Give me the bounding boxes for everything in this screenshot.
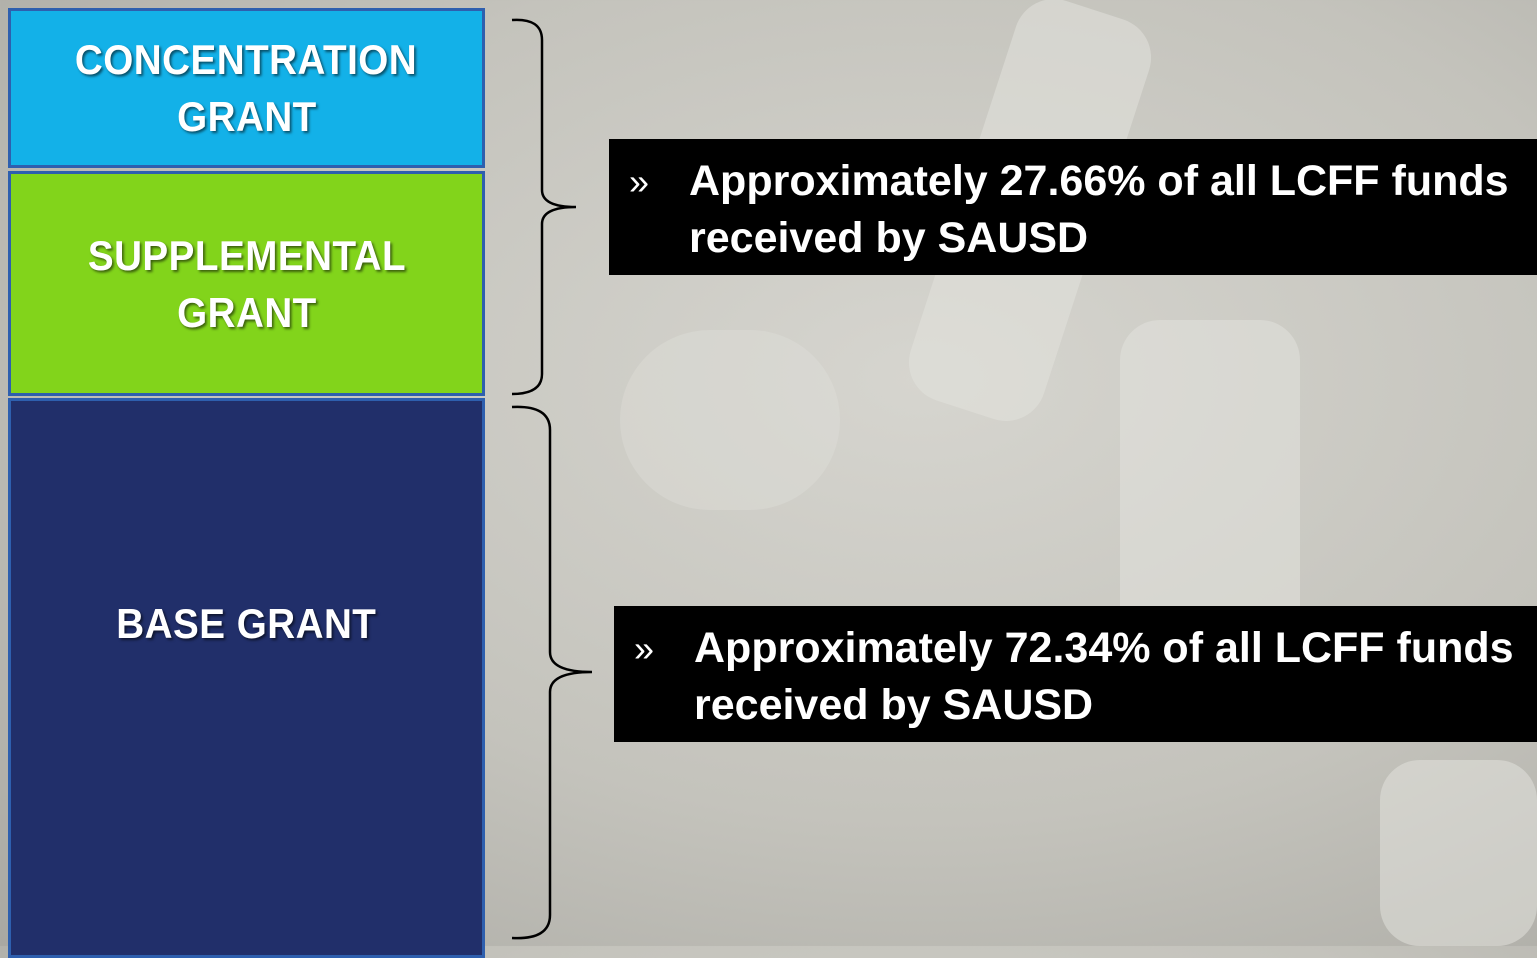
callout-text: Approximately 27.66% of all LCFF funds r… [689, 153, 1509, 267]
slide: {"blocks": [ {"lines": ["CONCENTRATION",… [0, 0, 1537, 946]
callout: » Approximately 27.66% of all LCFF funds… [609, 139, 1537, 275]
callout-text: Approximately 72.34% of all LCFF funds r… [694, 620, 1514, 734]
brace [512, 407, 592, 938]
bullet: » [629, 161, 649, 203]
callout: » Approximately 72.34% of all LCFF funds… [614, 606, 1537, 742]
text-line: Approximately 27.66% of all LCFF funds [689, 153, 1509, 210]
brace [512, 20, 576, 394]
text-line: received by SAUSD [689, 210, 1509, 267]
text-line: received by SAUSD [694, 677, 1514, 734]
bullet: » [634, 628, 654, 670]
text-line: Approximately 72.34% of all LCFF funds [694, 620, 1514, 677]
